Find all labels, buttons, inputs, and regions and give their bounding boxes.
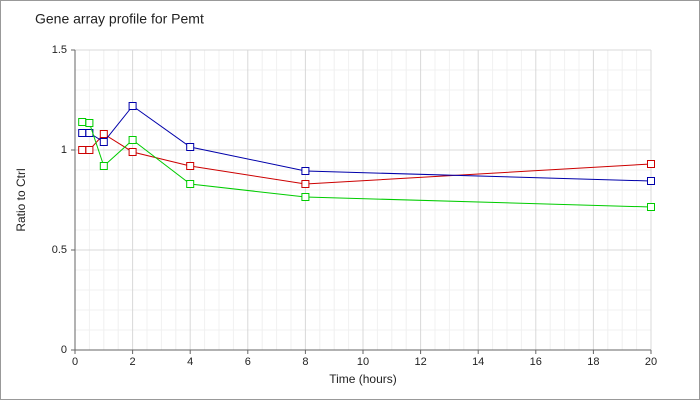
x-tick-label: 14: [472, 356, 484, 368]
y-tick-label: 1: [61, 144, 67, 156]
y-tick-label: 0: [61, 344, 67, 356]
x-axis-label: Time (hours): [329, 372, 397, 386]
x-tick-label: 4: [187, 356, 193, 368]
x-tick-label: 10: [357, 356, 369, 368]
data-point: [99, 130, 108, 138]
data-point: [647, 203, 655, 211]
data-point: [128, 148, 137, 156]
x-tick-label: 8: [302, 356, 308, 368]
x-tick-label: 16: [530, 356, 542, 368]
x-tick-label: 6: [245, 356, 251, 368]
data-point: [85, 146, 94, 154]
x-tick-label: 18: [587, 356, 599, 368]
data-point: [301, 193, 310, 201]
data-point: [78, 129, 87, 137]
x-tick-label: 20: [645, 356, 657, 368]
data-point: [99, 138, 108, 146]
data-point: [186, 180, 195, 188]
data-point: [78, 146, 87, 154]
data-point: [301, 167, 310, 175]
data-point: [186, 143, 195, 151]
x-tick-label: 2: [130, 356, 136, 368]
data-point: [99, 162, 108, 170]
y-tick-label: 1.5: [52, 44, 67, 56]
y-axis-label: Ratio to Ctrl: [14, 168, 28, 231]
data-point: [647, 177, 655, 185]
x-tick-label: 12: [414, 356, 426, 368]
data-point: [85, 119, 94, 127]
data-point: [128, 102, 137, 110]
data-point: [301, 180, 310, 188]
data-point: [647, 160, 655, 168]
data-point: [186, 162, 195, 170]
x-tick-label: 0: [72, 356, 78, 368]
chart-title: Gene array profile for Pemt: [35, 11, 204, 27]
data-point: [78, 118, 87, 126]
y-tick-label: 0.5: [52, 244, 67, 256]
data-point: [128, 136, 137, 144]
